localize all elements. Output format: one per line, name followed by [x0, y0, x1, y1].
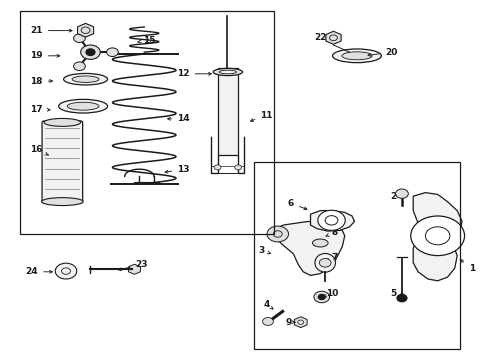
Polygon shape — [310, 211, 354, 231]
Text: 19: 19 — [30, 51, 60, 60]
Text: 6: 6 — [287, 199, 306, 210]
Circle shape — [55, 263, 77, 279]
Text: 14: 14 — [167, 114, 189, 123]
Ellipse shape — [219, 70, 236, 74]
Bar — [217, 68, 238, 155]
Text: 13: 13 — [165, 165, 189, 174]
Text: 15: 15 — [137, 36, 155, 45]
Ellipse shape — [63, 73, 107, 85]
Circle shape — [73, 62, 85, 71]
Circle shape — [319, 258, 330, 267]
Circle shape — [262, 318, 273, 325]
Ellipse shape — [67, 102, 99, 110]
Circle shape — [73, 34, 85, 42]
Text: 12: 12 — [177, 69, 211, 78]
Text: 5: 5 — [390, 289, 396, 298]
Ellipse shape — [41, 198, 83, 206]
Ellipse shape — [332, 49, 381, 63]
Text: 18: 18 — [30, 77, 52, 85]
Circle shape — [410, 216, 464, 256]
Text: 20: 20 — [367, 48, 397, 57]
Text: 9: 9 — [285, 318, 294, 327]
Text: 16: 16 — [30, 145, 48, 155]
Text: 23: 23 — [119, 260, 148, 271]
Bar — [254, 162, 459, 349]
Ellipse shape — [314, 253, 335, 272]
Bar — [20, 11, 273, 234]
Circle shape — [214, 165, 221, 170]
Circle shape — [317, 210, 345, 230]
Circle shape — [318, 294, 325, 300]
Text: 4: 4 — [263, 300, 272, 309]
Circle shape — [266, 226, 288, 242]
Circle shape — [313, 291, 329, 303]
Text: 24: 24 — [25, 267, 52, 276]
Ellipse shape — [213, 68, 242, 76]
Circle shape — [106, 48, 118, 57]
Text: 22: 22 — [313, 33, 326, 42]
Circle shape — [81, 45, 100, 59]
Polygon shape — [271, 221, 344, 275]
Text: 7: 7 — [325, 253, 338, 262]
Circle shape — [396, 294, 406, 302]
Polygon shape — [412, 193, 461, 281]
Text: 3: 3 — [258, 246, 270, 255]
Ellipse shape — [341, 52, 371, 60]
Text: 21: 21 — [30, 26, 72, 35]
Ellipse shape — [44, 118, 81, 126]
Text: 11: 11 — [250, 111, 272, 121]
Ellipse shape — [72, 76, 99, 82]
Circle shape — [234, 165, 241, 170]
Circle shape — [395, 189, 407, 198]
Ellipse shape — [59, 99, 107, 113]
Text: 17: 17 — [30, 105, 50, 114]
Circle shape — [86, 49, 95, 55]
Text: 2: 2 — [390, 192, 396, 201]
Ellipse shape — [312, 239, 327, 247]
Text: 1: 1 — [459, 260, 474, 273]
Text: 10: 10 — [323, 289, 338, 298]
Text: 8: 8 — [325, 228, 337, 237]
FancyBboxPatch shape — [42, 121, 82, 203]
